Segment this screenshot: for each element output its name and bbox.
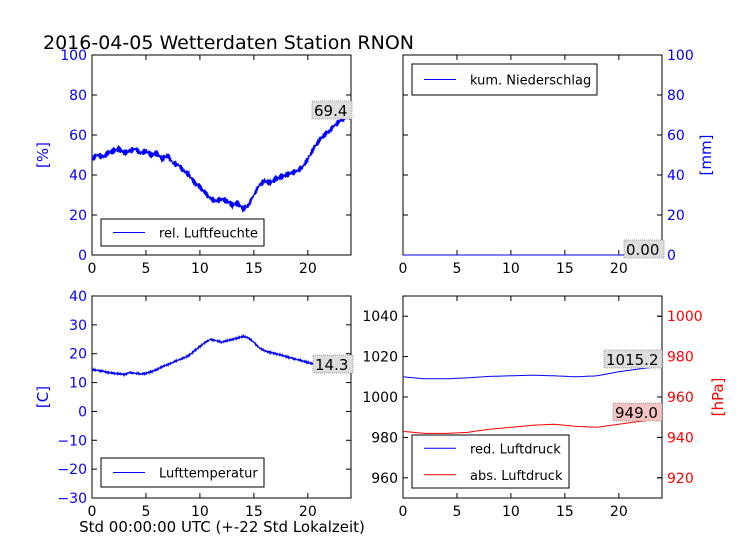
x-tick-label: 15 (245, 261, 263, 277)
panel-temperature: 0 5 10 15 20 −30 −20 −10 0 10 20 30 40 [C] 14.3 Lufttem… (34, 289, 354, 520)
x-tick-label: 20 (299, 261, 317, 277)
value-annotation-box (603, 349, 663, 369)
y2-tick-label: 980 (667, 350, 694, 366)
legend-label: abs. Luftdruck (470, 469, 563, 484)
y-tick-label: 1000 (362, 390, 398, 406)
y-tick-label: 20 (69, 347, 87, 363)
x-tick-label: 0 (88, 261, 97, 277)
y-tick-label: 10 (69, 376, 87, 392)
legend-box (411, 434, 570, 489)
x-tick-label: 5 (452, 261, 461, 277)
legend-label: kum. Niederschlag (470, 74, 591, 89)
panel-precip: 0 5 10 15 20 0 20 40 60 80 100 [mm] 0.00 kum. Nieders… (399, 48, 715, 277)
panel-humidity: 0 5 10 15 20 0 20 40 60 80 100 [%] 69.4 rel. Luftfeuc… (34, 48, 353, 277)
panel-pressure: 0 5 10 15 20 960 980 1000 1020 1040 920 940 960 980 10… (362, 295, 727, 520)
series-line-humidity-0 (91, 113, 352, 213)
x-tick-label: 15 (556, 261, 574, 277)
series-line-temperature-0 (91, 333, 352, 378)
x-tick-label: 10 (502, 261, 520, 277)
y-tick-label: 980 (371, 430, 398, 446)
y-tick-label: 80 (69, 88, 87, 104)
x-tick-label: 5 (452, 504, 461, 520)
y-tick-label: −30 (57, 491, 87, 507)
x-tick-label: 10 (191, 504, 209, 520)
y-tick-label: 1020 (362, 350, 398, 366)
y-tick-label: 100 (60, 48, 87, 64)
x-tick-label: 20 (610, 261, 628, 277)
value-annotation-box (311, 100, 353, 120)
y-tick-label: 60 (667, 128, 685, 144)
value-annotation: 69.4 (314, 102, 347, 120)
y2-tick-label: 940 (667, 430, 694, 446)
x-tick-label: 0 (88, 504, 97, 520)
y-tick-label: 40 (69, 168, 87, 184)
y-tick-label: 20 (69, 208, 87, 224)
series-line-pressure-0 (402, 365, 663, 380)
y-tick-label: 80 (667, 88, 685, 104)
x-tick-label: 15 (556, 504, 574, 520)
y-tick-label: 20 (667, 208, 685, 224)
value-annotation: 0.00 (626, 241, 659, 259)
x-tick-label: 5 (141, 261, 150, 277)
y-tick-label: 960 (371, 471, 398, 487)
y-axis-label: [%] (34, 142, 52, 168)
y-axis-label: [mm] (697, 135, 715, 176)
series-line-pressure-1 (402, 418, 663, 434)
legend-label: Lufttemperatur (159, 467, 258, 482)
x-tick-label: 0 (399, 504, 408, 520)
y-tick-label: 30 (69, 318, 87, 334)
y2-tick-label: 1000 (667, 309, 703, 325)
x-tick-label: 20 (610, 504, 628, 520)
value-annotation-box (612, 402, 663, 422)
legend-label: red. Luftdruck (470, 442, 561, 457)
value-annotation: 949.0 (615, 404, 658, 422)
y-tick-label: 0 (78, 248, 87, 264)
bottom-x-label: Std 00:00:00 UTC (+-22 Std Lokalzeit) (79, 518, 365, 536)
x-tick-label: 10 (191, 261, 209, 277)
y-tick-label: 0 (78, 404, 87, 420)
y-tick-label: 40 (667, 168, 685, 184)
y-tick-label: 0 (667, 248, 676, 264)
x-tick-label: 5 (141, 504, 150, 520)
legend-label: rel. Luftfeuchte (159, 227, 258, 242)
y-tick-label: 1040 (362, 309, 398, 325)
y2-axis-label: [hPa] (709, 378, 727, 417)
y-tick-label: 60 (69, 128, 87, 144)
value-annotation-box (312, 354, 354, 374)
value-annotation: 14.3 (315, 356, 348, 374)
x-tick-label: 10 (502, 504, 520, 520)
x-tick-label: 0 (399, 261, 408, 277)
y-tick-label: 40 (69, 289, 87, 305)
y2-tick-label: 960 (667, 390, 694, 406)
x-tick-label: 15 (245, 504, 263, 520)
value-annotation: 1015.2 (606, 351, 659, 369)
y-tick-label: 100 (667, 48, 694, 64)
value-annotation-box (623, 239, 665, 259)
y2-tick-label: 920 (667, 471, 694, 487)
y-axis-label: [C] (34, 386, 52, 408)
y-tick-label: −10 (57, 433, 87, 449)
x-tick-label: 20 (299, 504, 317, 520)
y-tick-label: −20 (57, 462, 87, 478)
figure-title: 2016-04-05 Wetterdaten Station RNON (43, 32, 414, 54)
